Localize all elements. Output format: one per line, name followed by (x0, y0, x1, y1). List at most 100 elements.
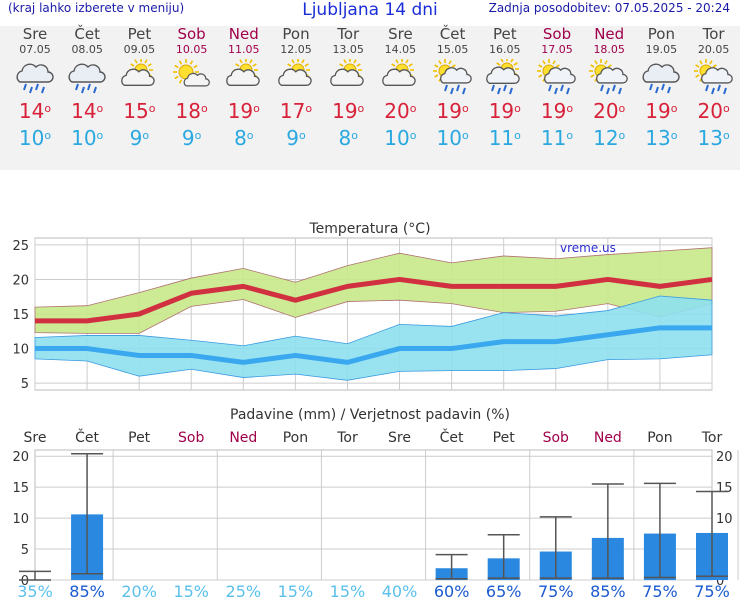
precipitation-probability-label: 65% (486, 582, 522, 600)
precipitation-day-label: Pet (493, 430, 516, 446)
day-column: Čet 15.05 19o 10o (427, 26, 479, 151)
precipitation-tick-label-right: 15 (716, 481, 733, 496)
partly-cloudy-icon (270, 57, 322, 97)
partly-cloudy-rain-icon (479, 57, 531, 97)
precipitation-day-label: Sob (543, 430, 569, 446)
day-name: Ned (594, 25, 625, 43)
day-column: Pet 16.05 19o 11o (479, 26, 531, 151)
min-temperature: 10o (18, 126, 52, 150)
min-temperature: 10o (71, 126, 104, 150)
precipitation-day-label: Tor (336, 430, 358, 446)
day-column: Tor 13.05 19o 8o (322, 26, 374, 151)
day-column: Pet 09.05 15o 9o (113, 26, 165, 151)
precipitation-probability-label: 15% (173, 582, 209, 600)
min-temperature: 13o (645, 126, 678, 150)
partly-cloudy-icon (113, 57, 165, 97)
precipitation-probability-label: 15% (278, 582, 314, 600)
precipitation-day-label: Pon (647, 430, 672, 446)
day-name: Sre (22, 25, 48, 43)
day-name: Čet (74, 25, 100, 43)
day-date: 19.05 (645, 43, 678, 56)
day-name: Ned (228, 25, 259, 43)
sun-cloud-icon (166, 57, 218, 97)
day-date: 08.05 (71, 43, 103, 56)
day-date: 14.05 (384, 43, 417, 56)
max-temperature: 19o (645, 99, 678, 123)
partly-cloudy-icon (322, 57, 374, 97)
min-temperature: 10o (436, 126, 469, 150)
daily-forecast-strip: Sre 07.05 14o 10o Čet 08.05 14o 10o Pet 09.05 15o 9… (0, 26, 740, 170)
day-column: Ned 11.05 19o 8o (218, 26, 270, 151)
max-temperature: 19o (227, 99, 260, 123)
day-date: 16.05 (489, 43, 521, 56)
day-date: 13.05 (332, 43, 364, 56)
min-temperature: 11o (540, 126, 574, 150)
day-name: Tor (337, 25, 360, 43)
temperature-tick-label: 15 (12, 308, 29, 323)
precipitation-probability-label: 85% (69, 582, 105, 600)
max-temperature: 19o (540, 99, 574, 123)
precipitation-tick-label-right: 10 (716, 512, 733, 527)
day-date: 07.05 (19, 43, 51, 56)
day-column: Sob 17.05 19o 11o (531, 26, 583, 151)
min-temperature: 8o (234, 126, 254, 150)
page-title: Ljubljana 14 dni (302, 0, 438, 20)
precipitation-probability-label: 60% (434, 582, 470, 600)
precipitation-tick-label-left: 10 (12, 512, 29, 527)
header: (kraj lahko izberete v meniju) Ljubljana… (0, 0, 740, 20)
precipitation-probability-label: 40% (382, 582, 418, 600)
temperature-tick-label: 25 (12, 239, 29, 254)
max-temperature-line (35, 276, 713, 324)
min-temperature: 11o (488, 126, 521, 150)
precipitation-probability-label: 15% (330, 582, 366, 600)
precipitation-tick-label-left: 20 (12, 450, 29, 465)
precipitation-probability-label: 75% (694, 582, 730, 600)
day-name: Čet (439, 25, 466, 43)
precipitation-tick-label-right: 0 (716, 574, 724, 589)
precipitation-probability-label: 75% (538, 582, 574, 600)
day-name: Pet (492, 25, 517, 43)
precipitation-day-label: Sre (24, 430, 47, 446)
day-date: 20.05 (697, 43, 730, 56)
precipitation-probability-label: 20% (121, 582, 157, 600)
max-temperature: 20o (697, 99, 730, 123)
sun-rain-icon (427, 57, 479, 97)
sun-rain-icon (688, 57, 740, 97)
min-temperature: 9o (129, 126, 150, 150)
precipitation-day-label: Tor (701, 430, 723, 446)
max-temperature: 15o (123, 99, 156, 123)
precipitation-tick-label-left: 5 (21, 543, 29, 558)
precipitation-probability-label: 75% (642, 582, 678, 600)
min-temperature: 10o (384, 126, 417, 150)
day-date: 10.05 (175, 43, 208, 56)
max-temperature: 19o (436, 99, 469, 123)
day-column: Sre 14.05 20o 10o (374, 26, 426, 151)
min-temperature: 12o (593, 126, 626, 150)
day-date: 17.05 (541, 43, 573, 56)
day-name: Pon (282, 25, 310, 43)
day-date: 15.05 (436, 43, 469, 56)
day-date: 18.05 (593, 43, 625, 56)
day-column: Tor 20.05 20o 13o (688, 26, 740, 151)
day-date: 12.05 (280, 43, 312, 56)
min-temperature: 13o (697, 126, 730, 150)
day-column: Sob 10.05 18o 9o (166, 26, 218, 151)
sun-rain-icon (583, 57, 635, 97)
day-column: Sre 07.05 14o 10o (9, 26, 61, 151)
max-temperature: 14o (71, 99, 104, 123)
precipitation-day-label: Sre (388, 430, 411, 446)
precipitation-day-label: Pet (128, 430, 151, 446)
min-temperature: 9o (181, 126, 202, 150)
min-temperature: 9o (286, 126, 306, 150)
max-temperature: 19o (488, 99, 521, 123)
precipitation-day-label: Ned (229, 430, 257, 446)
precipitation-day-label: Ned (594, 430, 622, 446)
max-temperature: 19o (332, 99, 365, 123)
day-column: Pon 19.05 19o 13o (635, 26, 687, 151)
temperature-tick-label: 20 (12, 273, 29, 288)
precipitation-probability-label: 25% (226, 582, 262, 600)
precipitation-tick-label-left: 15 (12, 481, 29, 496)
precipitation-chart-title: Padavine (mm) / Verjetnost padavin (%) (230, 407, 510, 423)
day-name: Sob (542, 25, 572, 43)
